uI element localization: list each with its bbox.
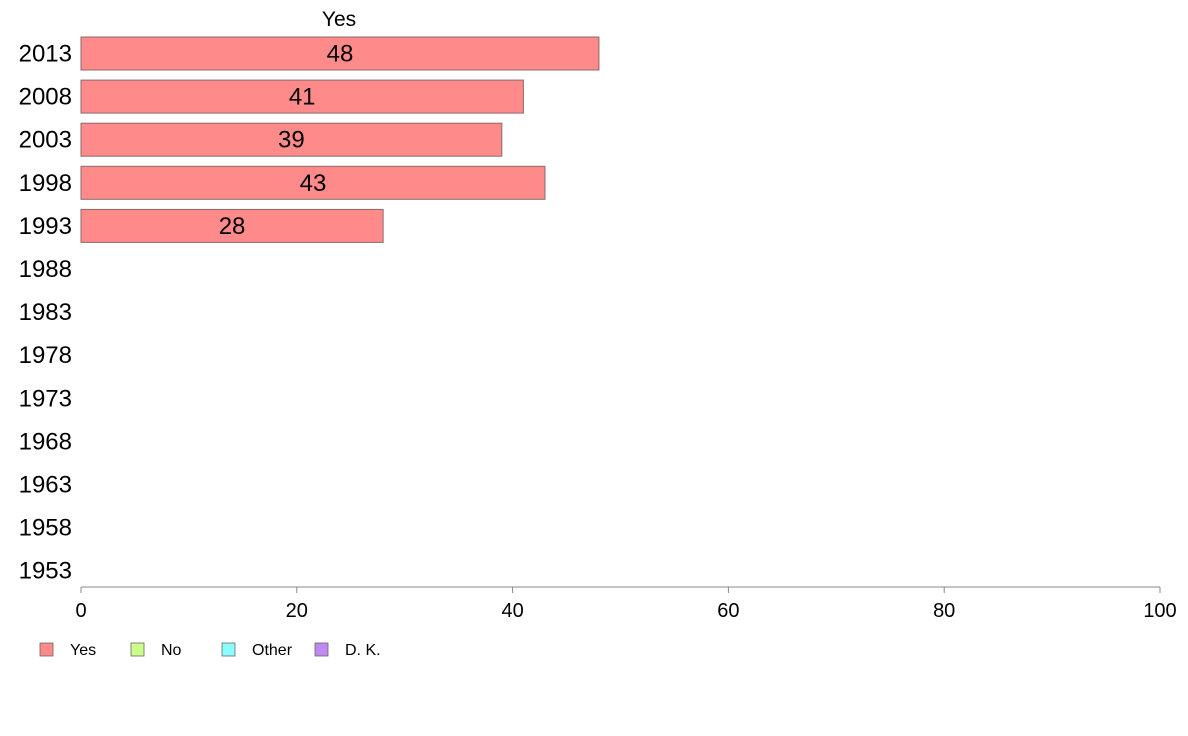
legend-swatch bbox=[221, 642, 236, 657]
legend-label: No bbox=[161, 642, 182, 659]
bar-value-label: 41 bbox=[289, 84, 316, 111]
y-axis-labels: 2013 2008 2003 1998 1993 1988 1983 1978 1973 1968… bbox=[19, 41, 72, 585]
x-tick-label: 0 bbox=[75, 600, 86, 622]
legend: Yes No Other D. K. bbox=[39, 642, 381, 659]
x-tick-label: 20 bbox=[286, 600, 308, 622]
legend-swatch bbox=[314, 642, 329, 657]
y-tick-label: 1983 bbox=[19, 299, 72, 326]
y-tick-label: 2003 bbox=[19, 127, 72, 154]
legend-label: D. K. bbox=[345, 642, 381, 659]
x-tick-label: 100 bbox=[1143, 600, 1176, 622]
y-tick-label: 1998 bbox=[19, 170, 72, 197]
y-tick-label: 1968 bbox=[19, 428, 72, 455]
series-header-label: Yes bbox=[322, 8, 356, 31]
y-tick-label: 2008 bbox=[19, 84, 72, 111]
bar-2003 bbox=[80, 122, 503, 157]
y-tick-label: 1978 bbox=[19, 342, 72, 369]
bar-value-labels: 48 41 39 43 28 bbox=[219, 41, 354, 240]
legend-swatch bbox=[39, 642, 54, 657]
x-tick-label: 40 bbox=[501, 600, 523, 622]
y-tick-label: 1963 bbox=[19, 472, 72, 499]
bar-1998 bbox=[80, 165, 546, 200]
bars bbox=[80, 36, 600, 243]
bar-value-label: 28 bbox=[219, 213, 246, 240]
bar-1993 bbox=[80, 208, 384, 243]
bar-value-label: 48 bbox=[327, 41, 354, 68]
bar-value-label: 43 bbox=[300, 170, 327, 197]
y-tick-label: 1953 bbox=[19, 558, 72, 585]
legend-swatch bbox=[130, 642, 145, 657]
y-tick-label: 1993 bbox=[19, 213, 72, 240]
bar-2008 bbox=[80, 79, 524, 114]
bar-2013 bbox=[80, 36, 600, 71]
y-tick-label: 1958 bbox=[19, 515, 72, 542]
legend-label: Other bbox=[252, 642, 293, 659]
y-tick-label: 2013 bbox=[19, 41, 72, 68]
y-tick-label: 1988 bbox=[19, 256, 72, 283]
x-axis: 0 20 40 60 80 100 bbox=[75, 586, 1177, 622]
y-tick-label: 1973 bbox=[19, 385, 72, 412]
bar-value-label: 39 bbox=[278, 127, 305, 154]
x-tick-label: 60 bbox=[717, 600, 739, 622]
x-tick-label: 80 bbox=[933, 600, 955, 622]
legend-label: Yes bbox=[70, 642, 96, 659]
